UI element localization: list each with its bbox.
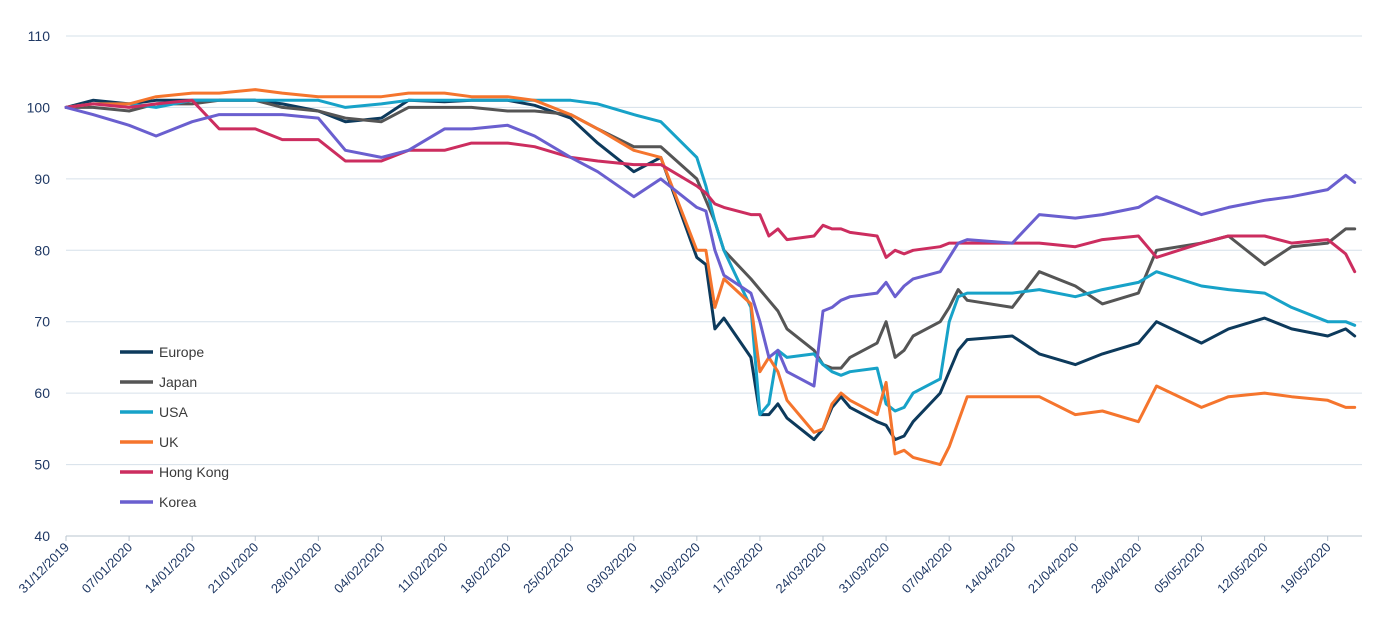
x-axis-tick-labels: 31/12/2019 07/01/2020 14/01/2020 21/01/2020…: [15, 536, 1334, 597]
y-tick-label: 50: [34, 457, 50, 473]
y-tick-label: 70: [34, 314, 50, 330]
legend-label: Europe: [159, 344, 204, 360]
series-line-uk: [64, 88, 1357, 467]
x-tick-label: 31/03/2020: [836, 540, 893, 597]
x-tick-label: 28/04/2020: [1088, 540, 1145, 597]
x-tick-label: 14/04/2020: [962, 540, 1019, 597]
series-line-korea: [64, 105, 1357, 388]
x-tick-label: 19/05/2020: [1277, 540, 1334, 597]
x-tick-label: 12/05/2020: [1214, 540, 1271, 597]
legend-label: Japan: [159, 374, 197, 390]
y-tick-label: 40: [34, 528, 50, 544]
y-tick-label: 60: [34, 385, 50, 401]
x-tick-label: 24/03/2020: [773, 540, 830, 597]
x-tick-label: 07/01/2020: [79, 540, 136, 597]
legend: Europe Japan USA UK Hong Kong Korea: [120, 344, 229, 510]
y-axis-tick-labels: 40 50 60 70 80 90 100 110: [27, 28, 51, 544]
x-tick-label: 21/01/2020: [205, 540, 262, 597]
x-tick-label: 21/04/2020: [1025, 540, 1082, 597]
series-line-hong-kong: [64, 98, 1357, 274]
legend-label: Korea: [159, 494, 197, 510]
x-tick-label: 31/12/2019: [15, 540, 72, 597]
x-tick-label: 05/05/2020: [1151, 540, 1208, 597]
series-line-japan: [64, 98, 1357, 370]
y-tick-label: 80: [34, 242, 50, 258]
x-tick-label: 25/02/2020: [520, 540, 577, 597]
x-tick-label: 04/02/2020: [331, 540, 388, 597]
x-tick-label: 17/03/2020: [709, 540, 766, 597]
series-line-europe: [64, 98, 1357, 442]
y-tick-label: 100: [27, 99, 51, 115]
legend-label: Hong Kong: [159, 464, 229, 480]
x-tick-label: 14/01/2020: [142, 540, 199, 597]
legend-label: USA: [159, 404, 188, 420]
x-tick-label: 07/04/2020: [899, 540, 956, 597]
x-tick-label: 18/02/2020: [457, 540, 514, 597]
y-tick-label: 90: [34, 171, 50, 187]
legend-label: UK: [159, 434, 179, 450]
x-tick-label: 03/03/2020: [583, 540, 640, 597]
x-tick-label: 28/01/2020: [268, 540, 325, 597]
series-lines: [64, 88, 1357, 467]
x-tick-label: 10/03/2020: [646, 540, 703, 597]
x-tick-label: 11/02/2020: [395, 540, 451, 596]
series-line-usa: [64, 98, 1357, 417]
y-tick-label: 110: [28, 28, 51, 44]
